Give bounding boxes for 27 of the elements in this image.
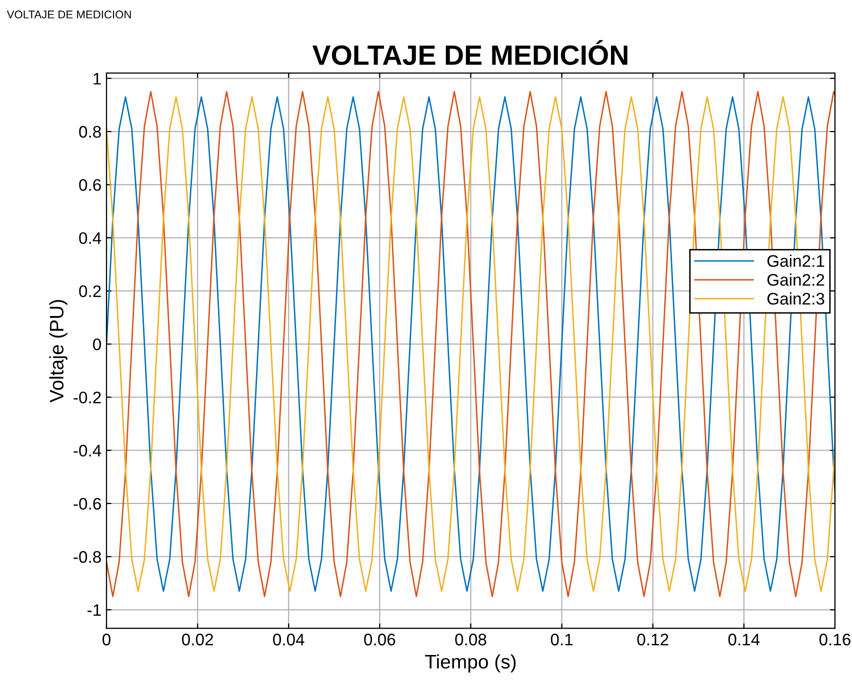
y-tick-label: 0.2 [79,285,101,298]
x-tick-label: 0.12 [637,634,668,646]
legend-label: Gain2:1 [767,254,824,267]
x-tick-label: 0.04 [273,634,304,646]
y-tick-label: -0.6 [74,498,101,510]
x-tick-label: 0.06 [364,634,396,646]
y-tick-label: -1 [88,604,101,616]
y-axis-title: Voltaje (PU) [49,300,68,403]
y-tick-label: -0.4 [74,444,102,457]
x-tick-label: 0.14 [728,634,760,646]
legend-label: Gain2:2 [767,274,824,286]
legend-label: Gain2:3 [767,292,824,305]
x-axis-title: Tiempo (s) [425,654,516,672]
x-tick-label: 0.02 [182,634,213,646]
x-tick-label: 0 [102,634,110,646]
chart-title: VOLTAJE DE MEDICIÓN [312,40,628,66]
x-tick-label: 0.08 [455,634,486,646]
y-tick-label: 0.4 [79,232,102,244]
x-tick-label: 0.16 [819,634,850,646]
y-tick-label: 0 [93,338,101,350]
y-tick-label: 1 [94,72,101,84]
y-tick-label: 0.6 [79,179,101,191]
y-tick-label: -0.8 [74,551,101,563]
x-tick-label: 0.1 [550,634,573,646]
y-tick-label: -0.2 [74,392,101,404]
y-tick-label: 0.8 [79,126,101,138]
text: VOLTAJE DE MEDICION [6,10,131,18]
